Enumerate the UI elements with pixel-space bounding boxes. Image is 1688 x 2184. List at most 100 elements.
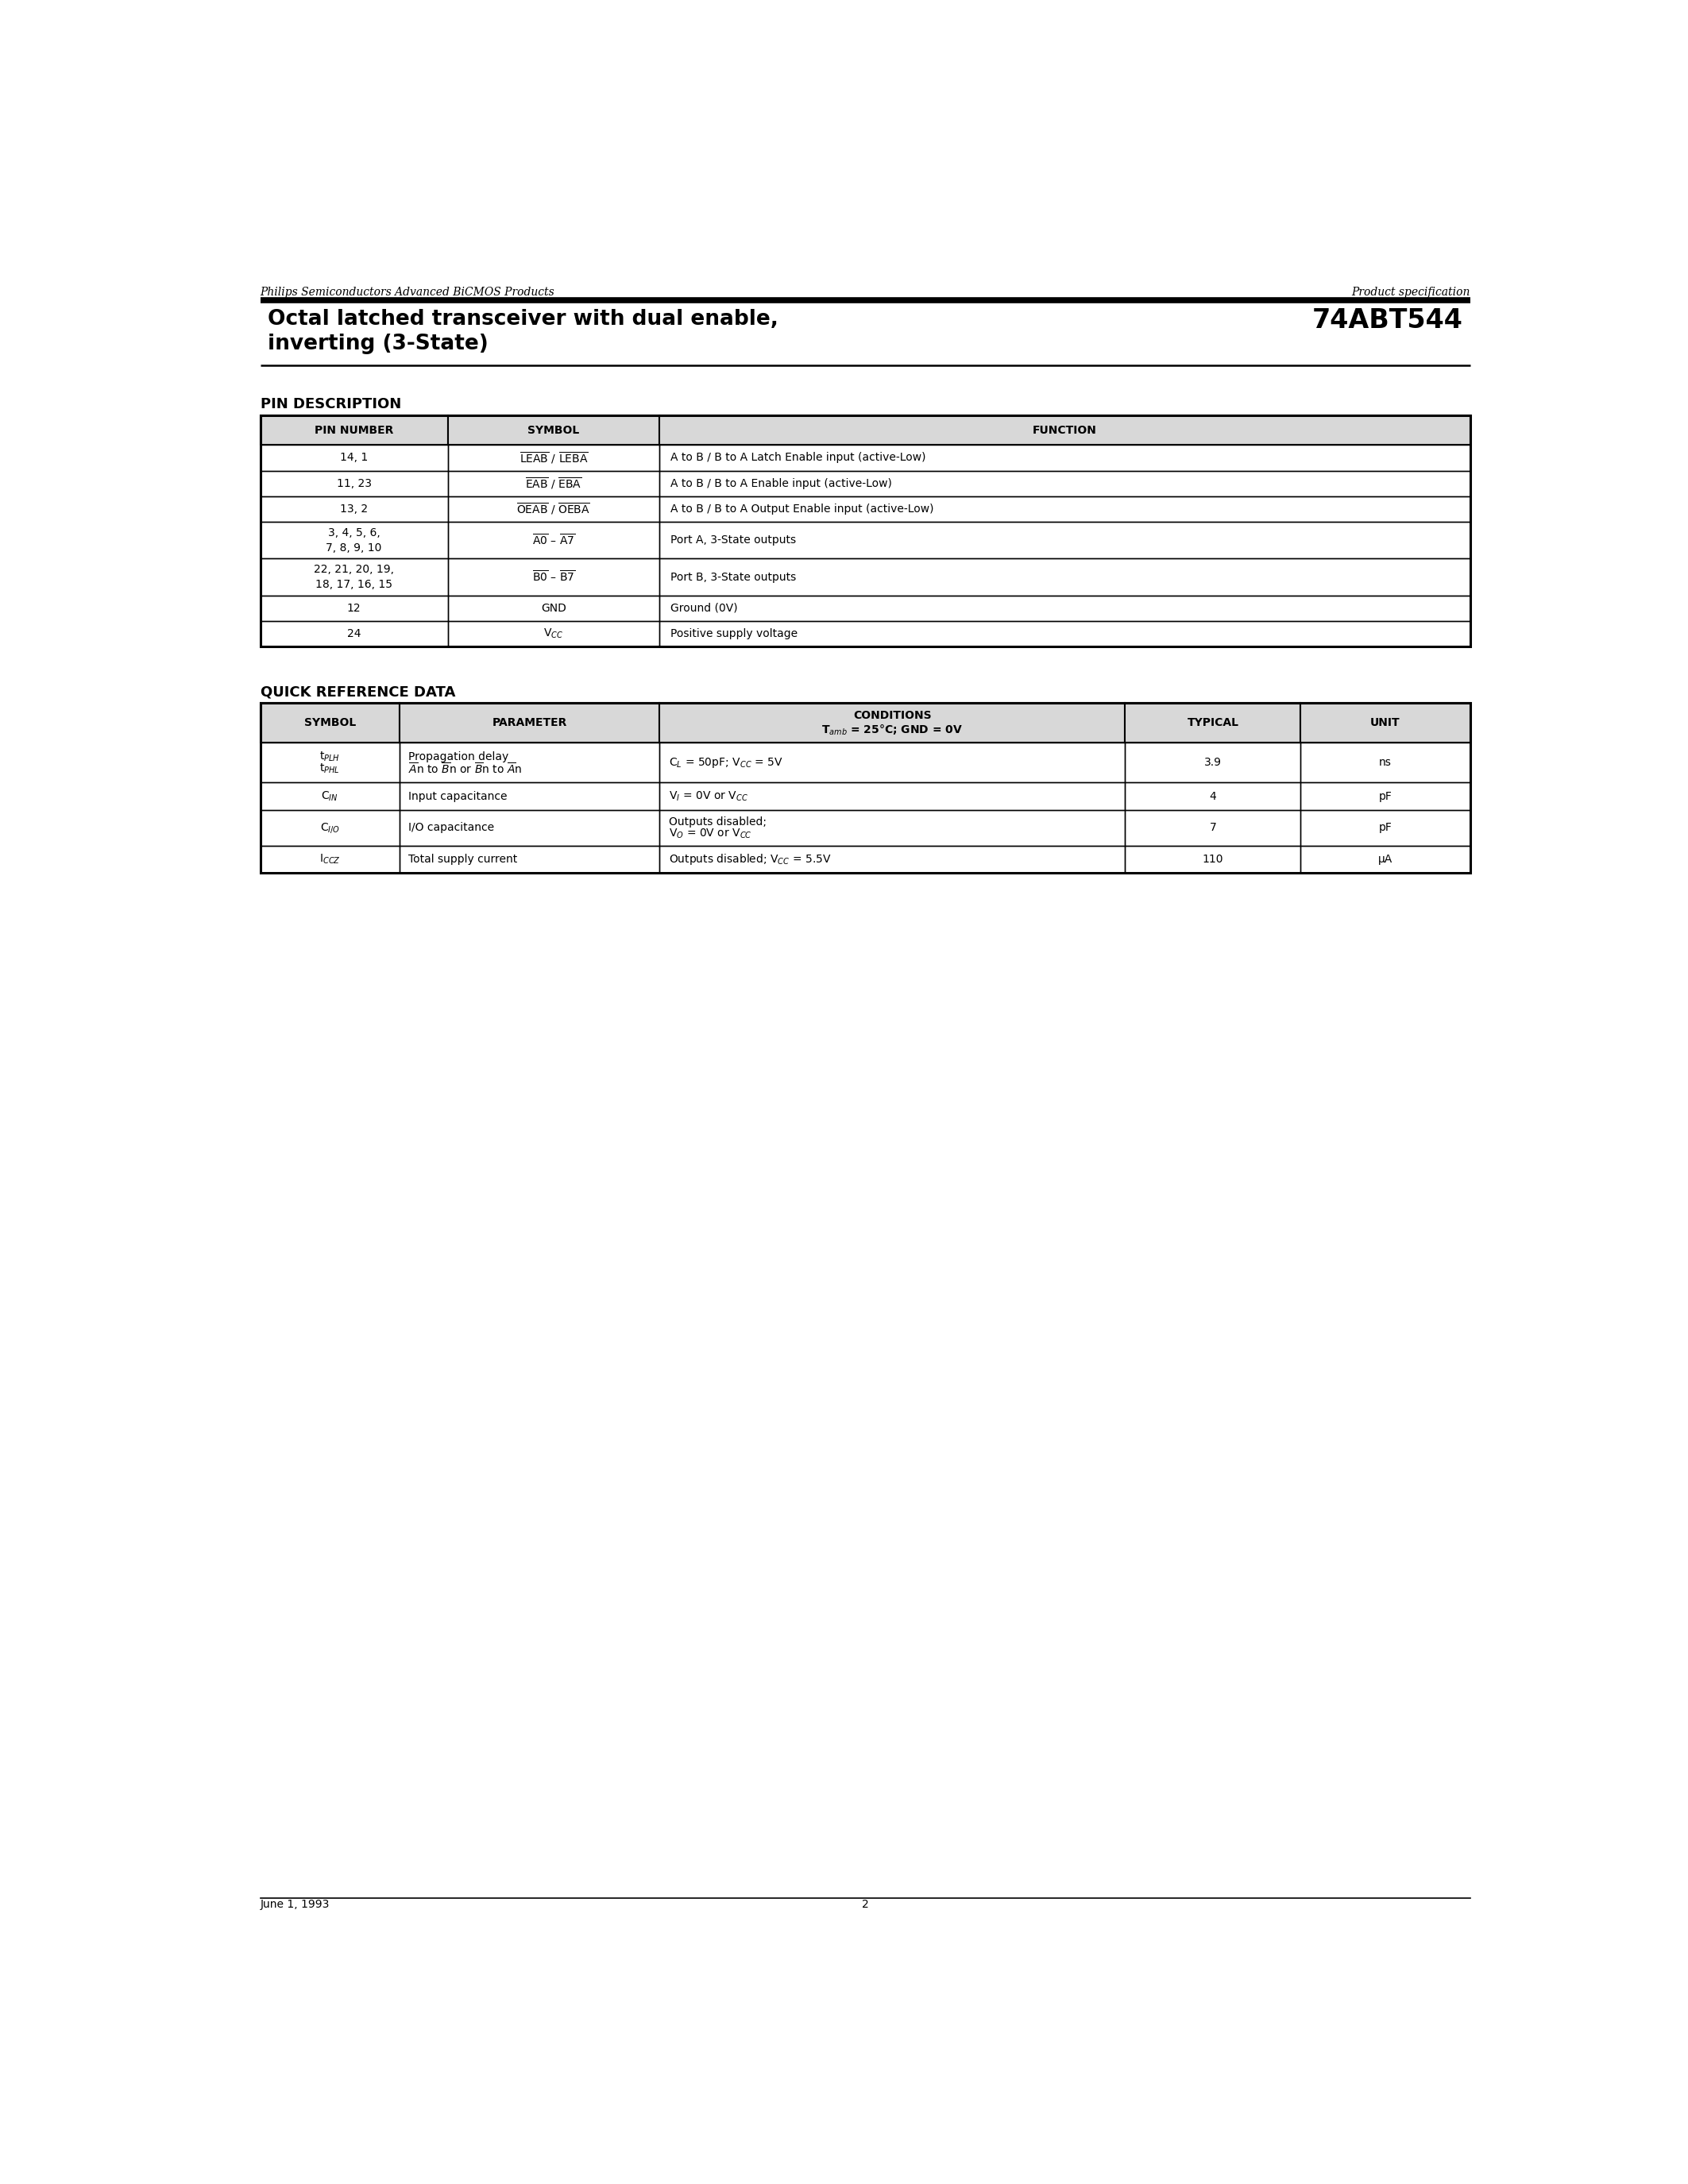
Text: Ground (0V): Ground (0V) (670, 603, 738, 614)
Text: 24: 24 (348, 629, 361, 640)
Text: A to B / B to A Latch Enable input (active-Low): A to B / B to A Latch Enable input (acti… (670, 452, 927, 463)
Bar (660, 470, 1470, 496)
Text: V$_{CC}$: V$_{CC}$ (544, 627, 564, 640)
Bar (260, 743, 400, 782)
Bar (260, 522, 447, 559)
Text: 110: 110 (1202, 854, 1224, 865)
Text: pF: pF (1379, 791, 1393, 802)
Bar (260, 782, 400, 810)
Text: June 1, 1993: June 1, 1993 (260, 1900, 329, 1911)
Text: PIN NUMBER: PIN NUMBER (314, 424, 393, 437)
Text: ns: ns (1379, 758, 1391, 769)
Bar (260, 596, 447, 620)
Text: Octal latched transceiver with dual enable,: Octal latched transceiver with dual enab… (268, 310, 778, 330)
Bar (400, 743, 660, 782)
Bar (447, 470, 660, 496)
Bar (660, 703, 1126, 743)
Text: 13, 2: 13, 2 (339, 505, 368, 515)
Bar (660, 845, 1126, 874)
Text: PIN DESCRIPTION: PIN DESCRIPTION (260, 397, 402, 411)
Bar (660, 415, 1470, 446)
Bar (660, 782, 1126, 810)
Bar (400, 703, 660, 743)
Text: Outputs disabled; V$_{CC}$ = 5.5V: Outputs disabled; V$_{CC}$ = 5.5V (668, 852, 832, 867)
Text: Positive supply voltage: Positive supply voltage (670, 629, 798, 640)
Text: CONDITIONS: CONDITIONS (852, 710, 932, 721)
Bar (447, 415, 660, 446)
Text: Propagation delay: Propagation delay (408, 751, 508, 762)
Text: V$_O$ = 0V or V$_{CC}$: V$_O$ = 0V or V$_{CC}$ (668, 828, 751, 841)
Text: $\overline{\rm B0}$ – $\overline{\rm B7}$: $\overline{\rm B0}$ – $\overline{\rm B7}… (532, 570, 576, 585)
Bar (1126, 743, 1300, 782)
Text: 4: 4 (1209, 791, 1217, 802)
Bar (1126, 782, 1300, 810)
Bar (660, 559, 1470, 596)
Text: $\overline{\rm LEAB}$ / $\overline{\rm LEBA}$: $\overline{\rm LEAB}$ / $\overline{\rm L… (520, 450, 587, 465)
Text: pF: pF (1379, 821, 1393, 834)
Text: SYMBOL: SYMBOL (304, 716, 356, 729)
Bar (260, 446, 447, 470)
Text: Port A, 3-State outputs: Port A, 3-State outputs (670, 535, 797, 546)
Text: Philips Semiconductors Advanced BiCMOS Products: Philips Semiconductors Advanced BiCMOS P… (260, 286, 555, 297)
Bar (660, 446, 1470, 470)
Bar (260, 415, 1470, 646)
Bar (447, 446, 660, 470)
Text: 3.9: 3.9 (1204, 758, 1222, 769)
Text: V$_I$ = 0V or V$_{CC}$: V$_I$ = 0V or V$_{CC}$ (668, 791, 748, 804)
Text: Product specification: Product specification (1352, 286, 1470, 297)
Bar (660, 620, 1470, 646)
Text: $\overline{\rm OEAB}$ / $\overline{\rm OEBA}$: $\overline{\rm OEAB}$ / $\overline{\rm O… (517, 502, 591, 515)
Bar (1300, 782, 1470, 810)
Bar (400, 845, 660, 874)
Text: $\overline{A}$n to $\overline{B}$n or $\overline{B}$n to $\overline{A}$n: $\overline{A}$n to $\overline{B}$n or $\… (408, 762, 522, 775)
Bar (260, 703, 400, 743)
Text: PARAMETER: PARAMETER (491, 716, 567, 729)
Text: QUICK REFERENCE DATA: QUICK REFERENCE DATA (260, 684, 456, 699)
Text: A to B / B to A Output Enable input (active-Low): A to B / B to A Output Enable input (act… (670, 505, 933, 515)
Text: inverting (3-State): inverting (3-State) (268, 334, 488, 354)
Text: FUNCTION: FUNCTION (1033, 424, 1097, 437)
Bar (260, 496, 447, 522)
Text: μA: μA (1377, 854, 1393, 865)
Text: TYPICAL: TYPICAL (1187, 716, 1239, 729)
Bar (660, 496, 1470, 522)
Text: 11, 23: 11, 23 (336, 478, 371, 489)
Bar (1300, 703, 1470, 743)
Bar (260, 810, 400, 845)
Bar (260, 845, 400, 874)
Text: C$_{I/O}$: C$_{I/O}$ (319, 821, 339, 834)
Bar (660, 810, 1126, 845)
Text: Input capacitance: Input capacitance (408, 791, 508, 802)
Bar (400, 810, 660, 845)
Text: I/O capacitance: I/O capacitance (408, 821, 495, 834)
Text: T$_{amb}$ = 25°C; GND = 0V: T$_{amb}$ = 25°C; GND = 0V (822, 723, 962, 738)
Bar (447, 522, 660, 559)
Bar (447, 596, 660, 620)
Text: 14, 1: 14, 1 (339, 452, 368, 463)
Text: SYMBOL: SYMBOL (528, 424, 579, 437)
Bar (260, 470, 447, 496)
Bar (400, 782, 660, 810)
Bar (260, 415, 447, 446)
Text: A to B / B to A Enable input (active-Low): A to B / B to A Enable input (active-Low… (670, 478, 891, 489)
Bar (260, 703, 1470, 874)
Text: 3, 4, 5, 6,
7, 8, 9, 10: 3, 4, 5, 6, 7, 8, 9, 10 (326, 526, 381, 553)
Text: GND: GND (540, 603, 565, 614)
Bar (447, 496, 660, 522)
Text: 74ABT544: 74ABT544 (1312, 308, 1462, 334)
Bar (260, 620, 447, 646)
Bar (660, 596, 1470, 620)
Text: UNIT: UNIT (1371, 716, 1401, 729)
Text: 22, 21, 20, 19,
18, 17, 16, 15: 22, 21, 20, 19, 18, 17, 16, 15 (314, 563, 393, 590)
Bar (1300, 845, 1470, 874)
Text: Total supply current: Total supply current (408, 854, 518, 865)
Bar (1126, 810, 1300, 845)
Text: 2: 2 (861, 1900, 869, 1911)
Text: Port B, 3-State outputs: Port B, 3-State outputs (670, 572, 797, 583)
Bar (660, 743, 1126, 782)
Bar (447, 559, 660, 596)
Bar (1300, 810, 1470, 845)
Bar (260, 559, 447, 596)
Bar (1126, 703, 1300, 743)
Bar (1126, 845, 1300, 874)
